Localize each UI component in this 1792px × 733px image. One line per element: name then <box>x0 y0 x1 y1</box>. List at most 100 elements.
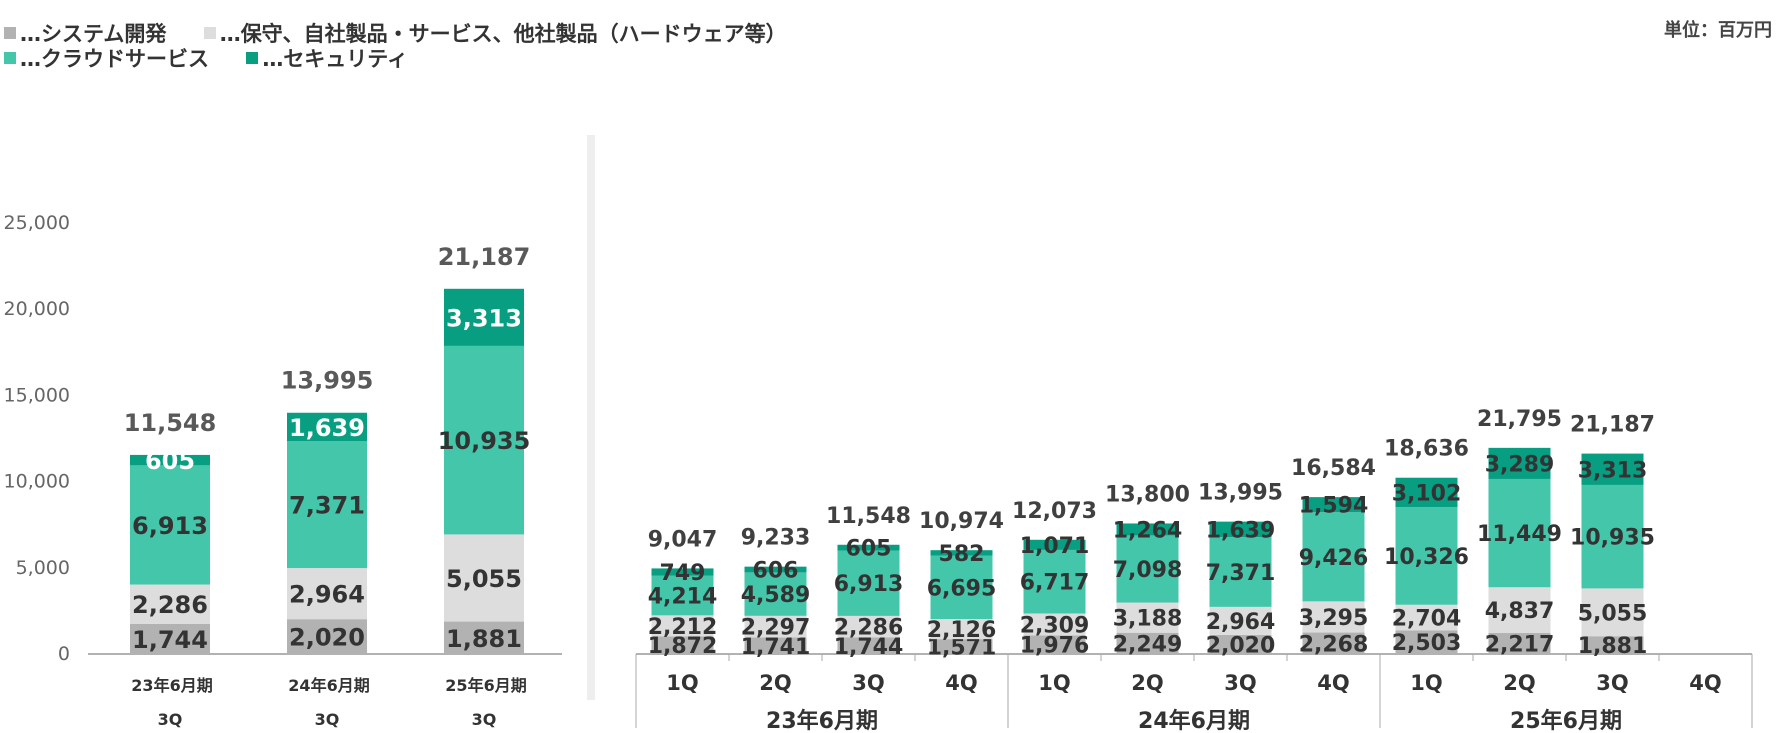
bar-segment <box>130 454 210 466</box>
total-label: 21,795 <box>1477 407 1562 432</box>
data-label: 3,102 <box>1392 481 1462 506</box>
data-label: 2,309 <box>1020 613 1090 638</box>
data-label: 6,717 <box>1020 571 1090 596</box>
x-category-label: 1Q <box>1038 671 1070 695</box>
y-tick-label: 15,000 <box>4 384 70 406</box>
data-label: 1,639 <box>1206 518 1276 543</box>
data-label: 605 <box>846 537 892 562</box>
x-category-label: 1Q <box>1410 671 1442 695</box>
bar-segment <box>1581 636 1644 654</box>
bar-segment <box>744 615 807 638</box>
unit-label: 単位：百万円 <box>1664 20 1772 41</box>
bar-segment <box>1302 512 1365 602</box>
legend-label-maintenance: …保守、自社製品・サービス、他社製品（ハードウェア等） <box>219 22 787 46</box>
bar-segment <box>287 440 367 569</box>
y-tick-label: 0 <box>58 643 70 665</box>
x-category-label: 23年6月期 <box>131 676 212 695</box>
legend-swatch-system <box>4 27 16 39</box>
data-label: 1,571 <box>927 636 997 661</box>
data-label: 1,594 <box>1299 494 1369 519</box>
total-label: 21,187 <box>438 243 531 271</box>
bar-segment <box>1023 549 1086 614</box>
total-label: 11,548 <box>826 504 911 529</box>
data-label: 6,695 <box>927 576 997 601</box>
bar-segment <box>1581 588 1644 637</box>
data-label: 1,881 <box>446 625 522 653</box>
data-label: 1,639 <box>289 414 365 442</box>
y-tick-label: 5,000 <box>16 557 70 579</box>
x-category-label: 1Q <box>666 671 698 695</box>
bar-segment <box>837 550 900 616</box>
data-label: 1,872 <box>648 634 718 659</box>
data-label: 1,071 <box>1020 534 1090 559</box>
group-label: 23年6月期 <box>766 708 878 733</box>
legend-row-1: …システム開発 …保守、自社製品・サービス、他社製品（ハードウェア等） <box>4 18 817 48</box>
data-label: 1,881 <box>1578 634 1648 659</box>
legend-swatch-maintenance <box>203 27 216 39</box>
total-label: 13,995 <box>281 367 374 395</box>
x-category-label: 25年6月期 <box>445 676 526 695</box>
data-label: 3,313 <box>1578 458 1648 483</box>
total-label: 21,187 <box>1570 413 1655 438</box>
y-tick-label: 10,000 <box>4 471 70 493</box>
y-tick-label: 25,000 <box>4 212 70 234</box>
data-label: 2,286 <box>132 591 208 619</box>
bar-segment <box>1488 447 1551 479</box>
bar-segment <box>1209 537 1272 607</box>
legend-label-cloud: …クラウドサービス <box>20 47 209 71</box>
data-label: 749 <box>660 561 706 586</box>
bar-segment <box>1395 477 1458 508</box>
legend-item-maintenance: …保守、自社製品・サービス、他社製品（ハードウェア等） <box>203 18 787 48</box>
data-label: 4,837 <box>1485 599 1555 624</box>
data-label: 2,126 <box>927 618 997 643</box>
bar-segment <box>444 345 524 535</box>
data-label: 5,055 <box>1578 601 1648 626</box>
bar-segment <box>130 623 210 654</box>
bar-segment <box>1116 602 1179 633</box>
bar-segment <box>287 568 367 620</box>
bar-segment <box>651 575 714 616</box>
bar-segment <box>1395 507 1458 605</box>
data-label: 2,020 <box>289 624 365 652</box>
data-label: 6,913 <box>132 512 208 540</box>
x-category-label: 3Q <box>1596 671 1628 695</box>
bar-segment <box>1395 630 1458 654</box>
data-label: 4,214 <box>648 584 718 609</box>
legend-label-system: …システム開発 <box>20 22 167 46</box>
total-label: 12,073 <box>1012 499 1097 524</box>
data-label: 2,503 <box>1392 631 1462 656</box>
bar-segment <box>1488 633 1551 654</box>
total-label: 18,636 <box>1384 437 1469 462</box>
bar-segment <box>1023 613 1086 636</box>
data-label: 1,744 <box>132 626 208 654</box>
bar-segment <box>1302 601 1365 633</box>
bar-segment <box>744 566 807 573</box>
data-label: 1,264 <box>1113 518 1183 543</box>
x-sub-label: 3Q <box>158 710 183 729</box>
bar-segment <box>930 619 993 640</box>
data-label: 7,371 <box>1206 561 1276 586</box>
x-category-label: 4Q <box>945 671 977 695</box>
data-label: 6,913 <box>834 572 904 597</box>
bar-segment <box>930 555 993 620</box>
bar-segment <box>1302 632 1365 654</box>
x-category-label: 3Q <box>1224 671 1256 695</box>
data-label: 5,055 <box>446 565 522 593</box>
bar-segment <box>837 544 900 551</box>
bar-segment <box>287 412 367 441</box>
legend-swatch-cloud <box>4 52 16 64</box>
bar-segment <box>744 572 807 616</box>
bar-segment <box>1023 539 1086 550</box>
data-label: 10,935 <box>438 427 531 455</box>
chart-divider <box>587 135 595 700</box>
total-label: 9,233 <box>741 526 811 551</box>
bar-segment <box>651 615 714 637</box>
group-label: 24年6月期 <box>1138 708 1250 733</box>
bar-segment <box>1581 484 1644 589</box>
x-sub-label: 3Q <box>315 710 340 729</box>
x-category-label: 3Q <box>852 671 884 695</box>
bar-segment <box>1302 497 1365 513</box>
total-label: 13,800 <box>1105 482 1190 507</box>
bar-segment <box>1116 632 1179 654</box>
